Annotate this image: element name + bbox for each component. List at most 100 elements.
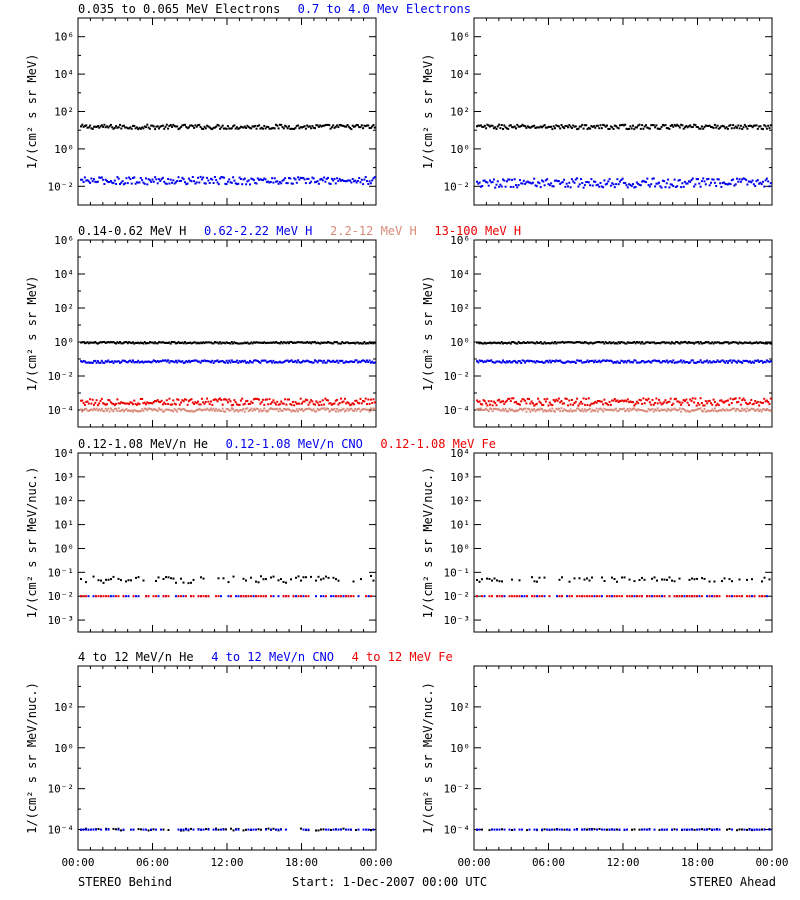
data-point [273, 401, 276, 404]
data-point [491, 124, 494, 127]
data-point [529, 410, 532, 413]
data-point [329, 360, 332, 363]
data-point [521, 182, 524, 185]
data-point [163, 127, 166, 130]
data-point [303, 408, 306, 411]
data-point [711, 178, 714, 181]
data-point [704, 341, 707, 343]
data-point [554, 127, 556, 130]
data-point [734, 360, 737, 363]
data-point [482, 342, 485, 345]
data-point [301, 126, 303, 129]
data-point [736, 829, 738, 832]
data-point [181, 176, 184, 179]
data-point [332, 403, 335, 405]
data-point [684, 409, 686, 412]
data-point [672, 185, 675, 188]
data-point [143, 125, 146, 128]
data-point [181, 399, 184, 402]
data-point [221, 403, 224, 406]
data-point [669, 360, 672, 363]
data-point [94, 180, 97, 183]
data-point [599, 400, 602, 403]
data-point [340, 124, 342, 127]
data-point [345, 595, 347, 598]
data-point [641, 180, 644, 183]
data-point [204, 341, 207, 344]
data-point [317, 182, 320, 185]
data-point [681, 124, 684, 127]
data-point [623, 576, 626, 579]
data-point [263, 177, 266, 180]
data-point [258, 341, 261, 344]
data-point [626, 359, 629, 362]
data-point [509, 409, 512, 412]
data-point [311, 176, 314, 179]
data-point [724, 127, 727, 130]
data-point [199, 361, 202, 364]
data-point [223, 341, 225, 344]
data-point [711, 361, 714, 364]
data-point [147, 402, 150, 405]
data-point [751, 126, 754, 129]
data-point [257, 595, 260, 598]
data-point [265, 578, 267, 581]
data-point [669, 397, 672, 400]
data-point [216, 409, 219, 412]
data-point [373, 126, 376, 129]
data-point [743, 123, 746, 126]
data-point [729, 124, 732, 127]
data-point [277, 579, 280, 582]
data-point [189, 179, 192, 182]
data-point [87, 828, 90, 831]
data-point [600, 400, 603, 403]
data-point [373, 361, 376, 364]
data-point [620, 341, 623, 343]
data-point [368, 180, 371, 183]
data-point [124, 402, 127, 405]
data-point [659, 185, 662, 188]
data-point [335, 595, 337, 598]
data-point [672, 125, 675, 128]
data-point [250, 576, 252, 579]
data-point [141, 126, 144, 129]
data-point [486, 342, 489, 345]
data-point [668, 400, 671, 403]
data-point [738, 397, 741, 400]
data-point [229, 181, 232, 184]
data-point [659, 409, 662, 412]
data-point [159, 125, 162, 128]
data-point [734, 183, 737, 186]
data-point [104, 178, 107, 181]
data-point [739, 180, 742, 183]
data-point [125, 408, 128, 410]
data-point [606, 342, 608, 345]
data-point [210, 341, 212, 344]
data-point [122, 828, 125, 831]
data-point [715, 126, 718, 129]
data-point [190, 360, 193, 362]
data-point [247, 126, 250, 128]
data-point [758, 410, 761, 413]
data-point [146, 409, 149, 412]
data-point [548, 359, 551, 362]
data-point [227, 595, 230, 598]
data-point [498, 580, 501, 583]
data-point [150, 402, 153, 405]
data-point [593, 125, 595, 128]
data-point [167, 178, 170, 180]
data-point [202, 341, 205, 344]
data-point [747, 342, 750, 344]
data-point [533, 342, 536, 345]
data-point [682, 399, 685, 401]
data-point [125, 361, 128, 364]
data-point [481, 403, 484, 406]
data-point [719, 126, 722, 129]
data-point [95, 126, 98, 128]
data-point [91, 398, 94, 401]
data-point [83, 125, 86, 128]
data-point [581, 402, 584, 405]
data-point [604, 408, 607, 411]
data-point [121, 125, 124, 128]
